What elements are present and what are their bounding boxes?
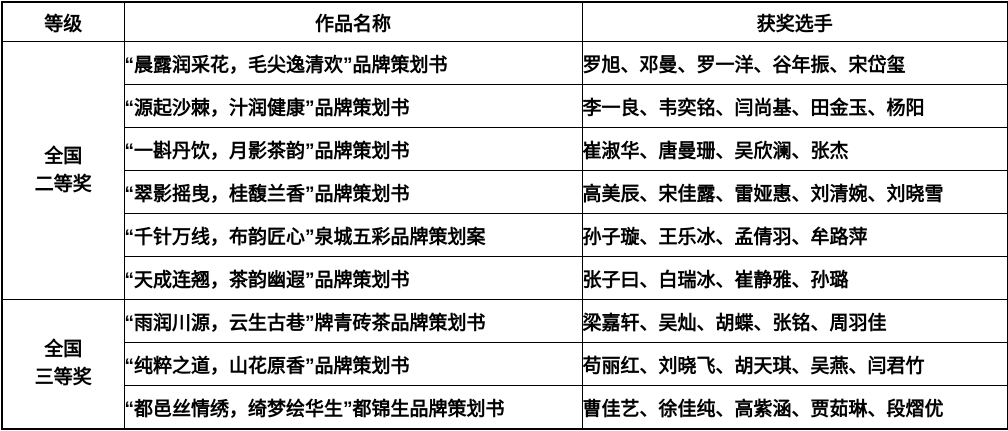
table-row: “纯粹之道，山花原香”品牌策划书 苟丽红、刘晓飞、胡天琪、吴燕、闫君竹 bbox=[2, 342, 1008, 386]
header-work: 作品名称 bbox=[123, 1, 583, 42]
player-cell: 梁嘉轩、吴灿、胡蝶、张铭、周羽佳 bbox=[581, 299, 1008, 343]
grade-line-1: 全国 bbox=[44, 145, 83, 167]
player-cell: 孙子璇、王乐冰、孟倩羽、牟路萍 bbox=[581, 213, 1008, 257]
work-cell: “都邑丝情绣，绮梦绘华生”都锦生品牌策划书 bbox=[123, 385, 583, 430]
work-cell: “纯粹之道，山花原香”品牌策划书 bbox=[123, 342, 583, 386]
work-cell: “源起沙棘，汁润健康”品牌策划书 bbox=[123, 84, 583, 128]
player-cell: 崔淑华、唐曼珊、吴欣澜、张杰 bbox=[581, 127, 1008, 171]
work-cell: “天成连翘，茶韵幽遐”品牌策划书 bbox=[123, 256, 583, 300]
table-row: “源起沙棘，汁润健康”品牌策划书 李一良、韦奕铭、闫尚基、田金玉、杨阳 bbox=[2, 84, 1008, 128]
grade-cell-second-prize: 全国 二等奖 bbox=[1, 41, 125, 300]
header-player: 获奖选手 bbox=[581, 1, 1008, 42]
table-row: “翠影摇曳，桂馥兰香”品牌策划书 高美辰、宋佳露、雷娅惠、刘清婉、刘晓雪 bbox=[2, 170, 1008, 214]
player-cell: 苟丽红、刘晓飞、胡天琪、吴燕、闫君竹 bbox=[581, 342, 1008, 386]
table-row: “一斟丹饮，月影茶韵”品牌策划书 崔淑华、唐曼珊、吴欣澜、张杰 bbox=[2, 127, 1008, 171]
work-cell: “千针万线，布韵匠心”泉城五彩品牌策划案 bbox=[123, 213, 583, 257]
grade-cell-third-prize: 全国 三等奖 bbox=[1, 299, 125, 430]
table-row: “天成连翘，茶韵幽遐”品牌策划书 张子曰、白瑞冰、崔静雅、孙璐 bbox=[2, 256, 1008, 300]
grade-line-2: 三等奖 bbox=[34, 367, 92, 388]
grade-line-1: 全国 bbox=[44, 339, 83, 361]
work-cell: “晨露润采花，毛尖逸清欢”品牌策划书 bbox=[123, 41, 583, 85]
table-row: “都邑丝情绣，绮梦绘华生”都锦生品牌策划书 曹佳艺、徐佳纯、高紫涵、贾茹琳、段熠… bbox=[2, 385, 1008, 430]
header-row: 等级 作品名称 获奖选手 bbox=[1, 1, 1008, 42]
player-cell: 李一良、韦奕铭、闫尚基、田金玉、杨阳 bbox=[581, 84, 1008, 128]
table-row: “千针万线，布韵匠心”泉城五彩品牌策划案 孙子璇、王乐冰、孟倩羽、牟路萍 bbox=[2, 213, 1008, 257]
table-row: 全国 二等奖 “晨露润采花，毛尖逸清欢”品牌策划书 罗旭、邓曼、罗一洋、谷年振、… bbox=[1, 41, 1008, 300]
work-cell: “翠影摇曳，桂馥兰香”品牌策划书 bbox=[123, 170, 583, 214]
player-cell: 曹佳艺、徐佳纯、高紫涵、贾茹琳、段熠优 bbox=[581, 385, 1008, 430]
player-cell: 张子曰、白瑞冰、崔静雅、孙璐 bbox=[581, 256, 1008, 300]
header-grade: 等级 bbox=[1, 1, 125, 42]
work-cell: “雨润川源，云生古巷”牌青砖茶品牌策划书 bbox=[123, 299, 583, 343]
work-cell: “一斟丹饮，月影茶韵”品牌策划书 bbox=[123, 127, 583, 171]
grade-line-2: 二等奖 bbox=[34, 173, 92, 195]
player-cell: 罗旭、邓曼、罗一洋、谷年振、宋岱玺 bbox=[581, 41, 1008, 85]
table-row: 全国 三等奖 “雨润川源，云生古巷”牌青砖茶品牌策划书 梁嘉轩、吴灿、胡蝶、张铭… bbox=[1, 299, 1008, 430]
player-cell: 高美辰、宋佳露、雷娅惠、刘清婉、刘晓雪 bbox=[581, 170, 1008, 214]
